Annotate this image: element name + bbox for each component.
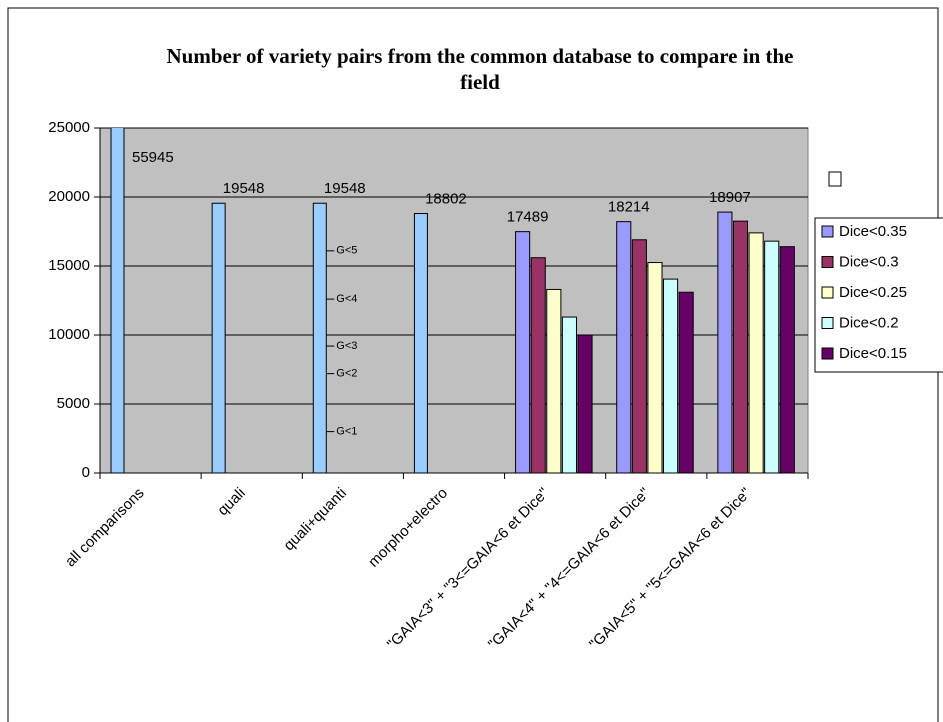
legend-swatch [821,347,834,360]
legend-label: Dice<0.2 [839,314,899,331]
y-tick-label: 15000 [48,257,90,274]
y-tick-label: 5000 [57,395,90,412]
bar [779,246,795,473]
chart-title: Number of variety pairs from the common … [166,44,793,68]
y-tick-label: 20000 [48,188,90,205]
annotation: G<1 [336,426,357,438]
legend-label: Dice<0.3 [839,253,899,270]
bar [546,288,562,473]
x-tick-label: quali [214,485,248,519]
data-label: 19548 [324,180,366,197]
legend-label: Dice<0.15 [839,345,907,362]
x-tick-label: "GAIA<4" + "4<=GAIA<6 et Dice" [485,485,653,653]
bar [577,334,593,473]
legend-fragment [828,171,842,187]
bar [413,213,428,473]
legend-swatch [821,286,834,299]
annotation: G<3 [336,340,357,352]
legend-swatch [821,317,834,329]
annotation: G<2 [336,368,357,380]
legend [814,217,943,373]
bar [631,239,647,473]
bar [110,128,125,473]
annotation: G<5 [336,245,357,257]
bars [110,128,795,473]
data-label: 18214 [608,199,650,216]
bar [561,316,577,473]
x-tick-label: morpho+electro [365,485,451,571]
plot-area [99,127,809,474]
bar [732,220,749,473]
x-tick-label: all comparisons [62,485,148,571]
legend-swatch [821,225,834,238]
bar [312,202,327,473]
y-tick-label: 25000 [48,119,90,136]
annotation: G<4 [336,293,357,305]
legend-label: Dice<0.25 [839,284,907,301]
bar [748,232,764,473]
data-label: 18802 [425,191,467,208]
bar [211,202,226,473]
chart-title: field [460,70,500,94]
x-tick-label: quali+quanti [280,485,350,555]
x-tick-label: "GAIA<5" + "5<=GAIA<6 et Dice" [586,485,754,653]
bar [764,240,780,473]
x-tick-label: "GAIA<3" + "3<=GAIA<6 et Dice" [384,485,552,653]
data-label: 19548 [223,180,265,197]
data-label: 18907 [709,189,751,206]
bar [663,278,679,473]
legend-swatch [821,256,834,268]
legend-label: Dice<0.35 [839,223,907,240]
bar [616,221,632,473]
bar [647,262,663,473]
data-label: 17489 [507,209,549,226]
bar [678,291,694,473]
bar [530,257,546,473]
y-tick-label: 10000 [48,326,90,343]
data-label: 55945 [132,149,174,166]
y-tick-label: 0 [82,464,90,481]
bar [515,231,531,473]
bar [717,211,733,473]
